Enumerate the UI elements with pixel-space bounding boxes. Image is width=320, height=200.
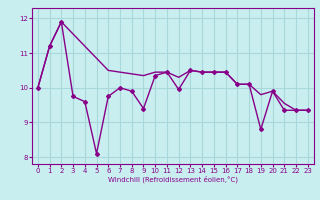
- X-axis label: Windchill (Refroidissement éolien,°C): Windchill (Refroidissement éolien,°C): [108, 176, 238, 183]
